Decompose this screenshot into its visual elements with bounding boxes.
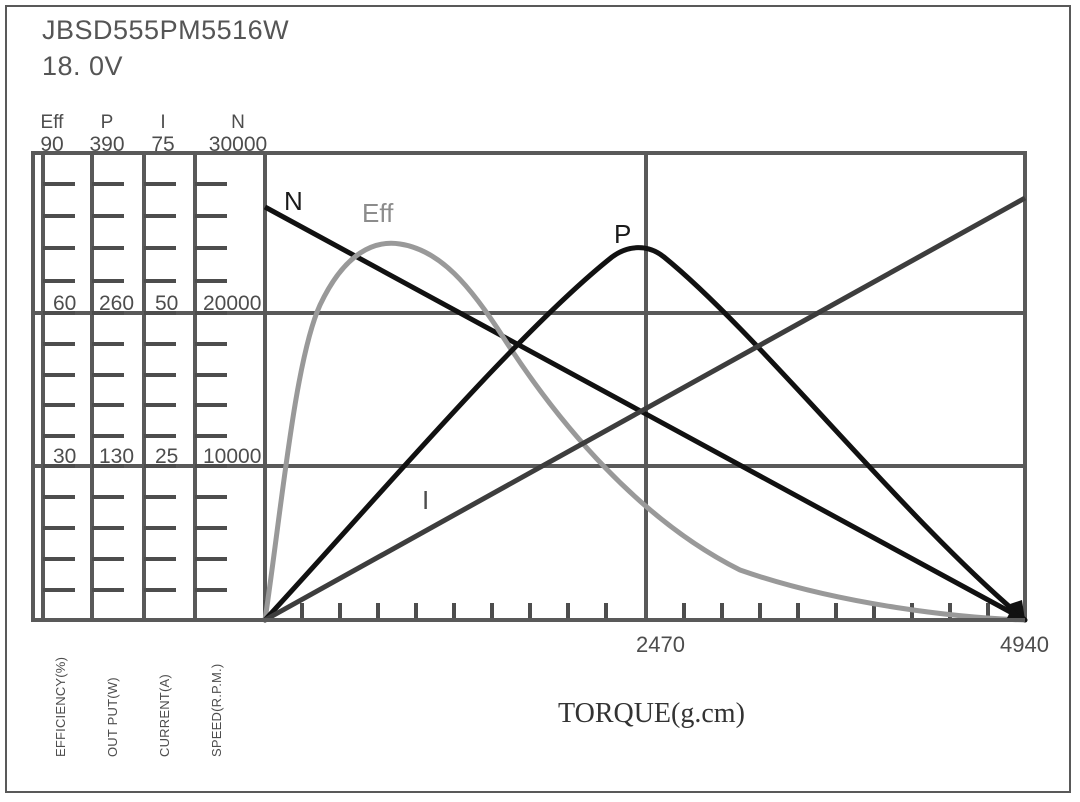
scale-header-current: I 75 [137, 112, 189, 156]
curve-efficiency-eff [262, 240, 1028, 623]
scale-output [90, 153, 124, 620]
axis-caption-current: CURRENT(A) [157, 674, 172, 757]
scale-value-p-260: 260 [99, 292, 135, 315]
x-tick-4940: 4940 [1000, 632, 1049, 657]
scale-efficiency [41, 153, 75, 620]
scale-value-eff-30: 30 [53, 445, 77, 468]
scale-value-n-10000: 10000 [203, 445, 262, 468]
scale-max-p: 390 [89, 133, 125, 156]
x-tick-2470: 2470 [636, 632, 685, 657]
curve-output-p [262, 245, 1028, 623]
scale-symbol-i: I [160, 112, 166, 133]
curve-current-i [263, 195, 1027, 623]
curve-label-i: I [422, 485, 430, 515]
scale-header-output: P 390 [76, 112, 138, 156]
plot-frame [31, 151, 1027, 622]
scale-header-efficiency: Eff 90 [23, 112, 81, 156]
motor-voltage-title: 18. 0V [42, 51, 124, 81]
scale-speed [193, 153, 227, 620]
scale-header-speed: N 30000 [193, 112, 283, 156]
scale-max-n: 30000 [208, 133, 268, 156]
stall-arrow-n [1010, 600, 1025, 620]
scale-value-i-50: 50 [155, 292, 179, 315]
scale-max-eff: 90 [40, 133, 64, 156]
axis-caption-speed: SPEED(R.P.M.) [209, 663, 224, 757]
scale-max-i: 75 [151, 133, 175, 156]
scale-symbol-p: P [100, 112, 114, 133]
curve-label-n: N [284, 186, 303, 216]
curve-label-p: P [614, 219, 632, 249]
axis-caption-output: OUT PUT(W) [105, 677, 120, 757]
axis-caption-efficiency: EFFICIENCY(%) [53, 656, 68, 757]
scale-value-eff-60: 60 [53, 292, 77, 315]
motor-model-title: JBSD555PM5516W [42, 15, 290, 45]
curve-speed-n [263, 204, 1027, 623]
scale-value-n-20000: 20000 [203, 292, 262, 315]
chart-title-block: JBSD555PM5516W 18. 0V [42, 12, 642, 84]
scale-value-p-130: 130 [99, 445, 135, 468]
scale-symbol-n: N [231, 112, 245, 133]
scale-symbol-eff: Eff [40, 112, 64, 133]
scale-value-i-25: 25 [155, 445, 179, 468]
curve-label-eff: Eff [362, 198, 394, 228]
x-axis-title: TORQUE(g.cm) [558, 698, 745, 729]
scale-current [142, 153, 176, 620]
stall-arrow-p [1007, 608, 1025, 620]
page-border [5, 5, 1071, 793]
